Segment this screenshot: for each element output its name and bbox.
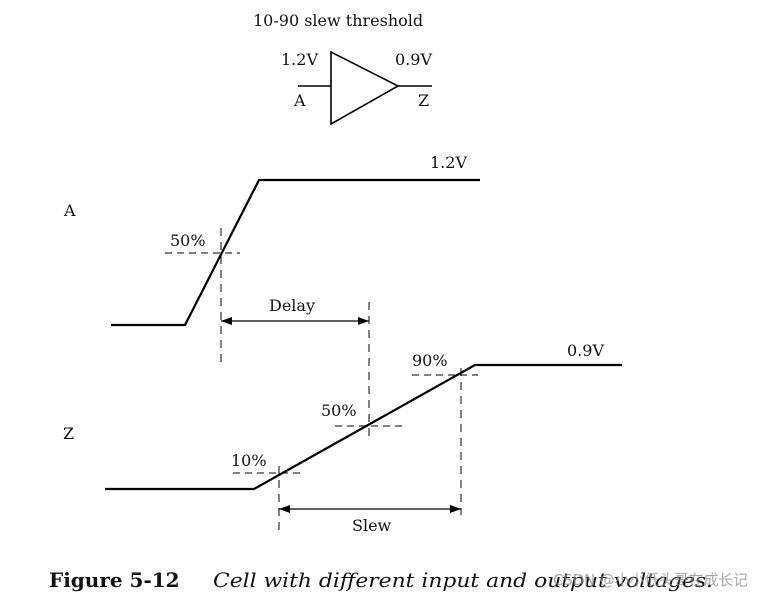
figure-caption-text: Cell with different input and output vol… xyxy=(213,568,713,592)
waveform-a: A 1.2V 50% xyxy=(63,153,480,362)
figure-caption: Figure 5-12 Cell with different input an… xyxy=(49,568,713,592)
delay-measurement: Delay xyxy=(221,296,370,438)
buffer-output-voltage: 0.9V xyxy=(395,50,432,69)
buffer-output-pin: Z xyxy=(418,91,429,110)
waveform-z: Z 0.9V 90% 50% 10% xyxy=(63,341,622,535)
waveform-z-90pct-label: 90% xyxy=(412,351,448,370)
waveform-a-high-level: 1.2V xyxy=(430,153,467,172)
delay-arrow-left-head xyxy=(221,317,232,325)
buffer-input-pin: A xyxy=(293,91,306,110)
watermark: CSDN @小小低头哥在成长记 xyxy=(553,571,748,589)
diagram-title: 10-90 slew threshold xyxy=(253,11,423,30)
buffer-input-voltage: 1.2V xyxy=(281,50,318,69)
slew-arrow-right-head xyxy=(450,505,461,513)
delay-label: Delay xyxy=(269,296,315,315)
figure-number: Figure 5-12 xyxy=(49,568,180,592)
waveform-z-high-level: 0.9V xyxy=(567,341,604,360)
waveform-a-50pct-label: 50% xyxy=(170,231,206,250)
delay-arrow-right-head xyxy=(358,317,369,325)
waveform-a-label: A xyxy=(63,201,76,220)
buffer-triangle xyxy=(330,50,400,126)
buffer-symbol: 1.2V 0.9V A Z xyxy=(281,50,432,126)
waveform-z-50pct-label: 50% xyxy=(321,401,357,420)
waveform-a-trace xyxy=(111,178,480,327)
slew-label: Slew xyxy=(352,516,392,535)
slew-arrow-left-head xyxy=(279,505,290,513)
waveform-z-trace xyxy=(105,363,622,491)
slew-measurement: Slew xyxy=(279,505,461,535)
waveform-z-label: Z xyxy=(63,424,74,443)
waveform-z-10pct-label: 10% xyxy=(231,451,267,470)
